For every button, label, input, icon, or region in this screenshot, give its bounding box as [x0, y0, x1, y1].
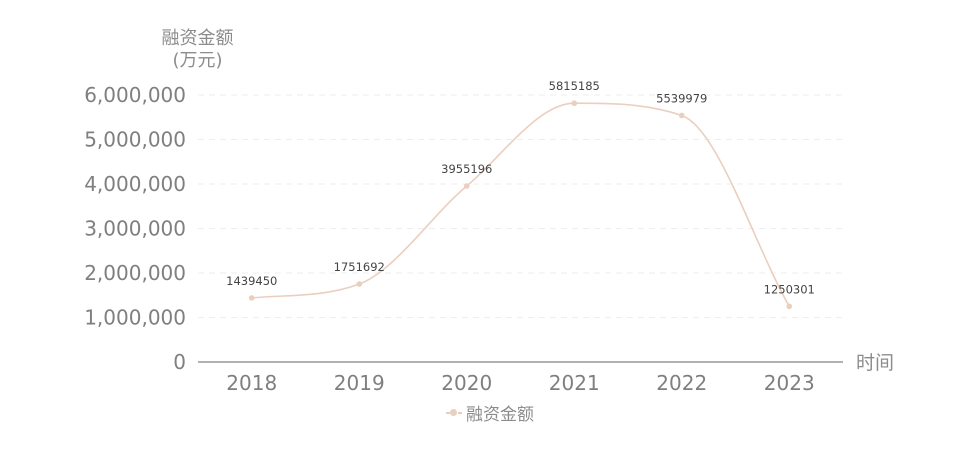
series-line [251, 102, 790, 307]
y-axis-title: 融资金额 (万元) [140, 28, 255, 72]
data-point [571, 100, 578, 107]
y-axis-title-line2: (万元) [172, 50, 223, 71]
data-label: 1751692 [334, 260, 385, 274]
x-tick-label: 2019 [334, 371, 385, 395]
data-point [356, 281, 363, 287]
legend-dot [450, 408, 457, 416]
data-label: 3955196 [441, 162, 492, 176]
y-tick-label: 2,000,000 [84, 261, 186, 285]
y-tick-label: 4,000,000 [84, 172, 186, 196]
x-tick-label: 2020 [441, 371, 492, 395]
data-point [786, 303, 793, 310]
legend-label: 融资金额 [466, 405, 534, 425]
x-tick-label: 2018 [226, 371, 277, 395]
y-tick-label: 0 [173, 350, 186, 374]
data-label: 5815185 [549, 79, 600, 93]
legend-dash-right [458, 411, 462, 414]
legend-line-marker-icon [446, 407, 462, 419]
legend-dash-left [446, 411, 450, 414]
data-point [678, 112, 685, 119]
y-tick-label: 5,000,000 [84, 128, 186, 152]
data-point [463, 183, 470, 189]
data-label: 1439450 [226, 274, 277, 288]
y-axis-title-line1: 融资金额 [161, 28, 234, 49]
x-tick-label: 2022 [656, 371, 707, 395]
x-tick-label: 2021 [549, 371, 600, 395]
y-tick-label: 3,000,000 [84, 217, 186, 241]
y-tick-label: 6,000,000 [84, 83, 186, 107]
data-label: 5539979 [656, 91, 707, 105]
legend[interactable]: 融资金额 [446, 400, 534, 425]
x-axis-title: 时间 [856, 352, 895, 374]
data-label: 1250301 [764, 282, 815, 296]
data-point [248, 295, 255, 301]
x-tick-label: 2023 [764, 371, 815, 395]
y-tick-label: 1,000,000 [84, 306, 186, 330]
